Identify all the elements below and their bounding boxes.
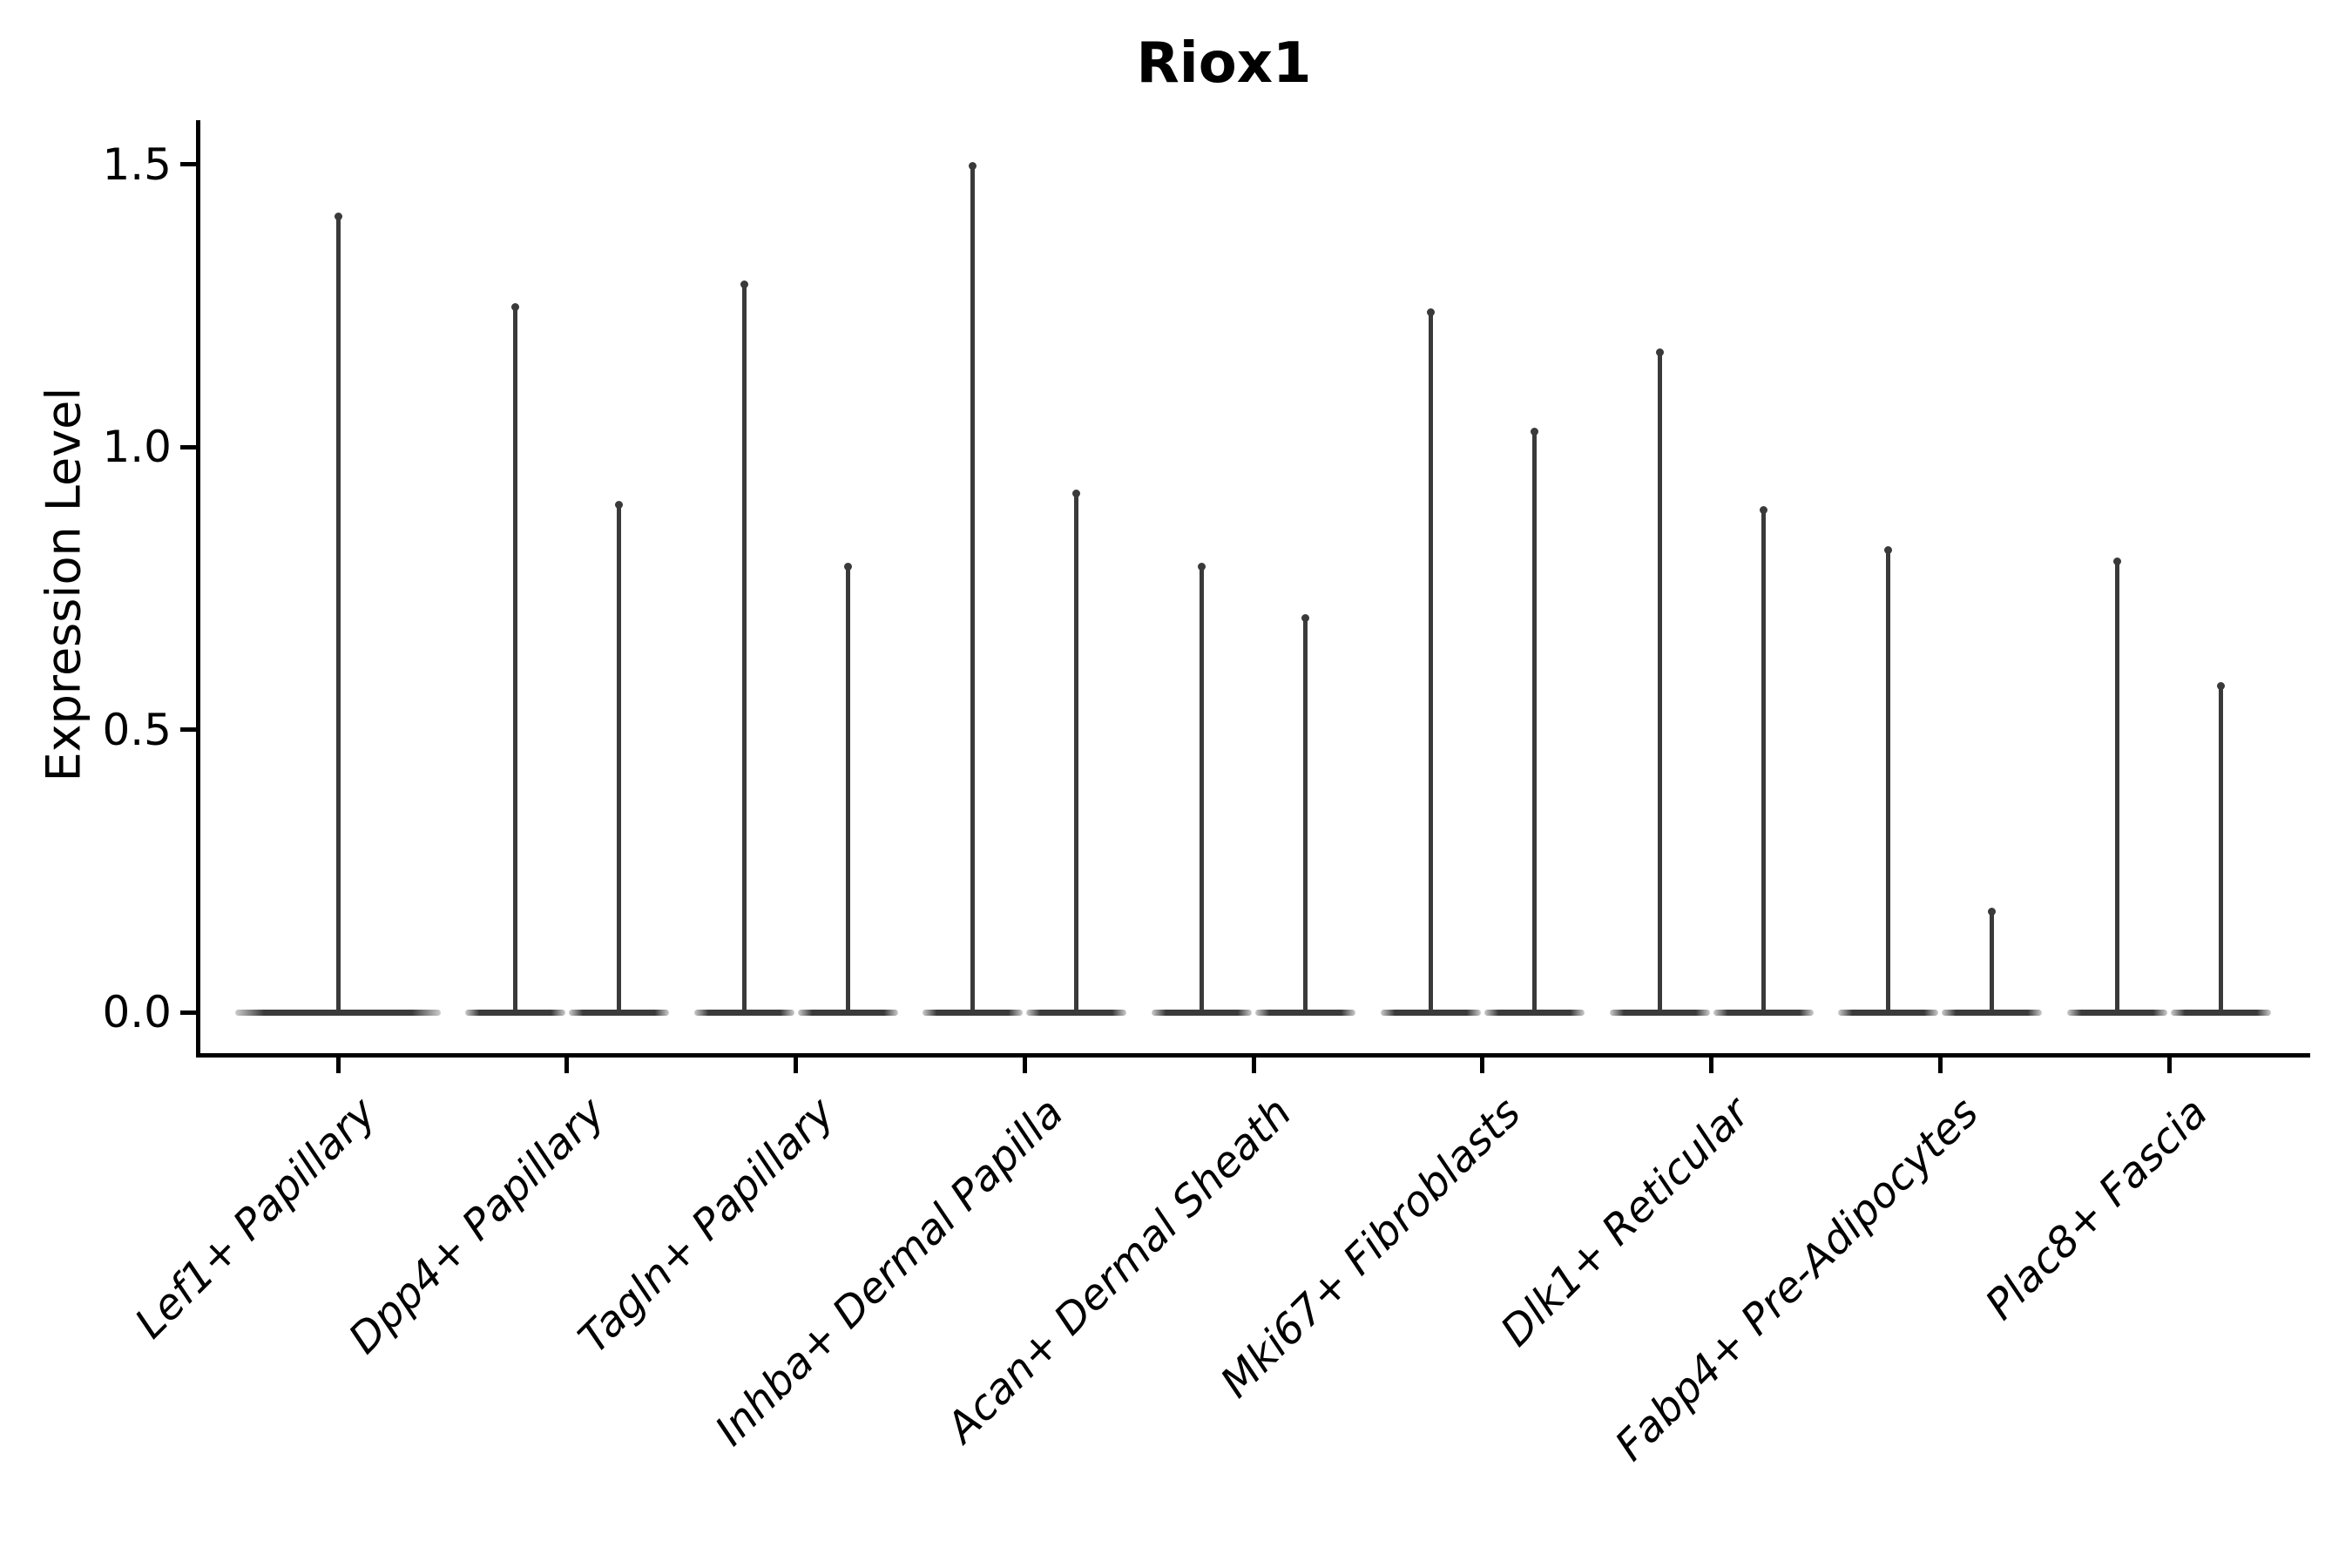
violin-tip xyxy=(1198,563,1206,571)
y-tick-mark xyxy=(180,162,196,166)
violin-tip xyxy=(969,161,977,170)
violin-spike xyxy=(1990,910,1995,1015)
x-tick-label: Dlk1+ Reticular xyxy=(1491,1088,1760,1356)
y-axis-spine xyxy=(196,120,200,1058)
x-tick-label: Fabp4+ Pre-Adipocytes xyxy=(1605,1088,1989,1470)
violin-spike xyxy=(1303,616,1308,1015)
x-tick-label: Tagln+ Papillary xyxy=(569,1088,844,1363)
x-tick-label: Lef1+ Papillary xyxy=(125,1088,386,1348)
y-tick-label: 1.0 xyxy=(102,422,172,472)
y-tick-mark xyxy=(180,444,196,449)
violin-tip xyxy=(614,500,623,509)
violin-spike xyxy=(1886,548,1891,1015)
x-tick-mark xyxy=(335,1058,341,1073)
violin-tip xyxy=(510,302,519,311)
violin-spike xyxy=(741,282,747,1015)
violin-tip xyxy=(1655,348,1664,356)
violin-spike xyxy=(2115,559,2119,1015)
violin-tip xyxy=(1426,308,1435,317)
violin-spike xyxy=(1531,429,1537,1015)
violin-tip xyxy=(2217,681,2225,690)
violin-spike xyxy=(616,503,621,1015)
violin-tip xyxy=(1988,908,1997,916)
y-tick-mark xyxy=(180,1010,196,1015)
violin-spike xyxy=(1657,350,1662,1015)
violin-spike xyxy=(2219,684,2223,1015)
x-tick-mark xyxy=(1709,1058,1713,1073)
chart-title: Riox1 xyxy=(1136,31,1312,96)
violin-tip xyxy=(2113,557,2121,565)
violin-spike xyxy=(970,164,976,1015)
violin-tip xyxy=(1530,427,1538,436)
violin-tip xyxy=(1072,489,1081,497)
x-tick-mark xyxy=(1937,1058,1943,1073)
x-tick-label: Dpp4+ Papillary xyxy=(340,1088,615,1363)
violin-spike xyxy=(512,305,517,1015)
x-tick-mark xyxy=(794,1058,798,1073)
violin-tip xyxy=(334,212,342,220)
violin-spike xyxy=(1200,565,1204,1015)
y-tick-label: 0.0 xyxy=(102,987,172,1037)
violin-tip xyxy=(740,280,748,288)
x-tick-mark xyxy=(1251,1058,1256,1073)
violin-tip xyxy=(1884,545,1893,554)
violin-spike xyxy=(1761,509,1766,1015)
y-tick-label: 1.5 xyxy=(102,139,172,190)
violin-spike xyxy=(335,214,341,1015)
y-tick-label: 0.5 xyxy=(102,704,172,755)
x-tick-mark xyxy=(564,1058,570,1073)
violin-tip xyxy=(1759,506,1767,515)
violin-spike xyxy=(845,565,850,1015)
violin-spike xyxy=(1428,311,1433,1015)
x-tick-mark xyxy=(1480,1058,1485,1073)
x-axis-spine xyxy=(196,1053,2310,1058)
violin-tip xyxy=(843,563,852,571)
violin-spike xyxy=(1074,491,1079,1015)
violin-tip xyxy=(1301,613,1309,622)
x-tick-mark xyxy=(2166,1058,2172,1073)
x-tick-mark xyxy=(1022,1058,1027,1073)
x-tick-label: Plac8+ Fascia xyxy=(1976,1088,2217,1329)
y-tick-mark xyxy=(180,727,196,732)
